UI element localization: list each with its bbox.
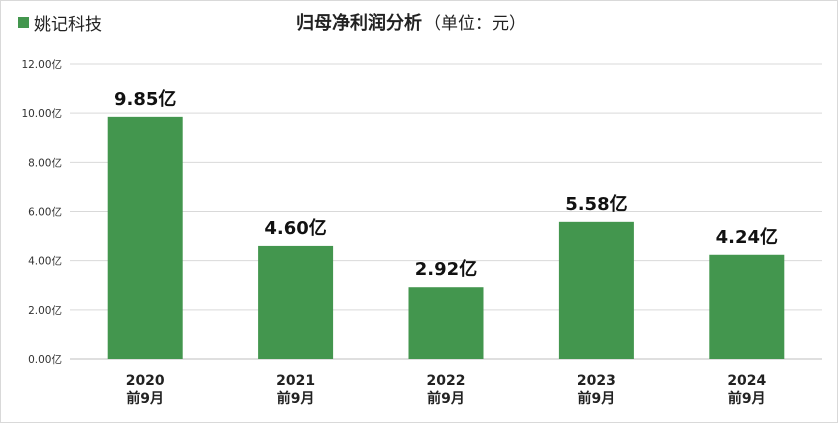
chart-title: 归母净利润分析 （单位：元） <box>296 9 526 35</box>
x-category-label: 2022 前9月 <box>427 373 466 407</box>
bar <box>709 254 785 359</box>
legend-swatch <box>18 17 29 28</box>
legend-label: 姚记科技 <box>34 15 102 35</box>
y-tick-label: 8.00亿 <box>28 156 62 169</box>
y-tick-label: 12.00亿 <box>21 58 62 71</box>
bar <box>107 116 183 360</box>
x-category-label: 2023 前9月 <box>577 373 616 407</box>
y-tick-label: 0.00亿 <box>28 353 62 366</box>
data-label: 4.24亿 <box>716 226 778 248</box>
x-category-label: 2020 前9月 <box>126 373 165 407</box>
bar <box>408 287 484 359</box>
y-tick-label: 2.00亿 <box>28 304 62 317</box>
y-tick-label: 4.00亿 <box>28 255 62 268</box>
bar <box>558 221 634 359</box>
data-label: 2.92亿 <box>415 258 477 280</box>
data-label: 4.60亿 <box>264 217 326 239</box>
bar <box>258 245 334 359</box>
x-category-label: 2021 前9月 <box>276 373 315 407</box>
chart-title-unit: （单位：元） <box>424 14 526 34</box>
data-label: 5.58亿 <box>565 193 627 215</box>
chart-title-main: 归母净利润分析 <box>296 13 422 34</box>
y-tick-label: 10.00亿 <box>21 107 62 120</box>
y-tick-label: 6.00亿 <box>28 206 62 219</box>
x-category-label: 2024 前9月 <box>727 373 766 407</box>
legend: 姚记科技 <box>18 10 102 35</box>
data-label: 9.85亿 <box>114 88 176 110</box>
